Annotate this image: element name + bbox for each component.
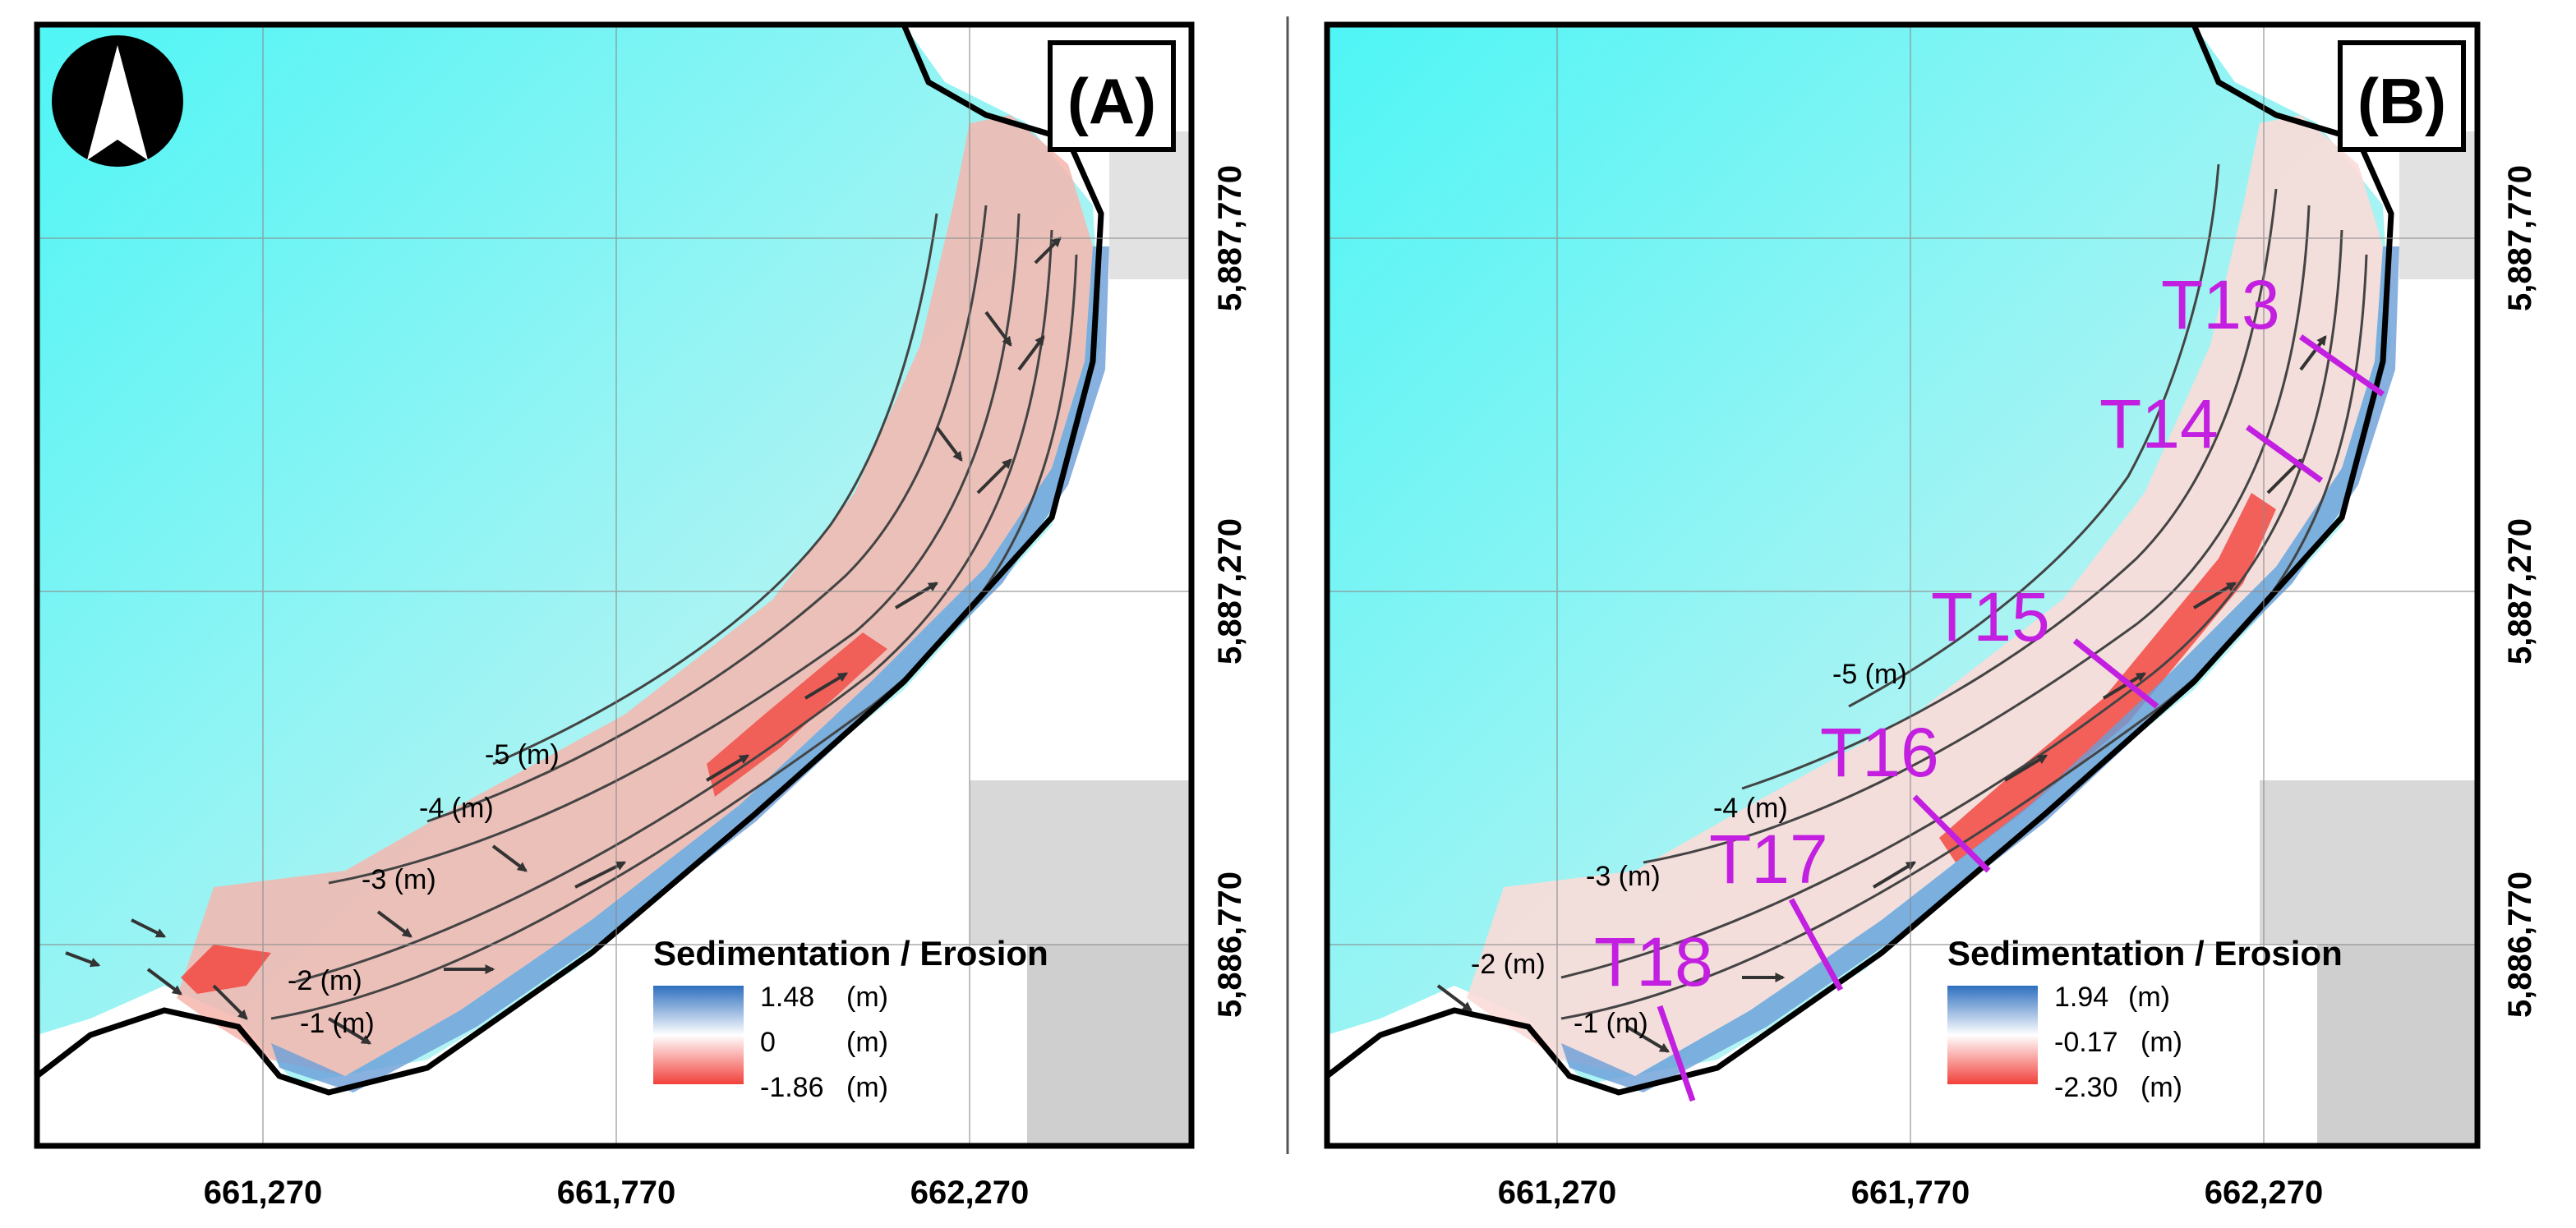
transect-label-t18: T18: [1594, 923, 1713, 1000]
legend-min-value: -2.30: [2054, 1072, 2118, 1103]
transect-label-t15: T15: [1931, 578, 2050, 655]
current-vectors: [65, 237, 1062, 1045]
legend: Sedimentation / Erosion 1.94 (m) -0.17 (…: [1947, 934, 2343, 1103]
legend-color-ramp: [653, 986, 744, 1084]
coastline: [37, 25, 1104, 1096]
panel-label-box: [2338, 40, 2466, 152]
legend-max-value: 1.94: [2054, 982, 2108, 1013]
land-gray-patch: [1109, 131, 1191, 279]
legend-min-unit: (m): [846, 1072, 888, 1103]
grid-lines: [1327, 25, 2477, 1146]
grid-lines: [37, 25, 1191, 1146]
legend-title: Sedimentation / Erosion: [1947, 934, 2343, 973]
transect-label-t13: T13: [2161, 266, 2280, 343]
map-frame: [1324, 21, 2481, 1149]
bathymetry-contours: [270, 205, 1078, 1020]
contour-label-3: -3 (m): [362, 864, 436, 895]
x-tick-label: 661,270: [1498, 1175, 1617, 1211]
contour-label-3: -3 (m): [1586, 861, 1661, 892]
panel-label: (B): [2357, 65, 2446, 137]
legend-mid-unit: (m): [2141, 1027, 2182, 1058]
contour-label-4: -4 (m): [419, 793, 494, 824]
contour-label-1: -1 (m): [1574, 1008, 1648, 1039]
erosion-strong-zone: [181, 945, 271, 994]
contour-label-5: -5 (m): [485, 739, 560, 770]
legend-min-value: -1.86: [760, 1072, 824, 1103]
legend-min-unit: (m): [2141, 1072, 2182, 1103]
y-tick-label: 5,887,770: [1212, 165, 1248, 311]
north-arrow-icon: [52, 35, 183, 167]
land-gray-patch: [2260, 780, 2477, 945]
transect-label-t16: T16: [1820, 714, 1939, 791]
legend: Sedimentation / Erosion 1.48 (m) 0 (m) -…: [653, 934, 1048, 1103]
x-tick-label: 662,270: [910, 1175, 1030, 1211]
land-area: [1327, 25, 2477, 1146]
y-tick-label: 5,887,770: [2502, 165, 2538, 311]
transect-lines: [1657, 334, 2385, 1102]
legend-mid-value: -0.17: [2054, 1027, 2118, 1058]
panel-a: (A) -5 (m) -4 (m) -3 (m) -2 (m) -1 (m) S…: [34, 21, 1248, 1211]
legend-max-unit: (m): [2128, 982, 2170, 1013]
legend-max-value: 1.48: [760, 982, 814, 1013]
legend-mid-unit: (m): [846, 1027, 888, 1058]
panel-label-box: [1048, 40, 1176, 152]
land-gray-patch: [2399, 131, 2477, 279]
legend-max-unit: (m): [846, 982, 888, 1013]
y-tick-label: 5,887,270: [1212, 518, 1248, 665]
contour-label-4: -4 (m): [1713, 793, 1788, 824]
x-tick-label: 661,270: [204, 1175, 323, 1211]
land-gray-patch: [1027, 945, 1191, 1146]
transect-label-t14: T14: [2099, 385, 2219, 462]
current-vectors: [1436, 335, 2327, 1053]
legend-title: Sedimentation / Erosion: [653, 934, 1048, 973]
y-tick-label: 5,886,770: [1212, 872, 1248, 1018]
legend-mid-value: 0: [760, 1027, 776, 1058]
erosion-zone: [177, 115, 1093, 1076]
bathymetry-contours: [1560, 163, 2368, 1020]
y-tick-label: 5,886,770: [2502, 872, 2538, 1018]
panel-label: (A): [1067, 65, 1156, 137]
land-gray-patch: [970, 780, 1191, 945]
x-tick-label: 661,770: [557, 1175, 676, 1211]
map-frame: [34, 21, 1195, 1149]
x-tick-label: 661,770: [1851, 1175, 1970, 1211]
contour-label-5: -5 (m): [1832, 659, 1907, 690]
legend-color-ramp: [1947, 986, 2038, 1084]
transect-label-t17: T17: [1709, 821, 1828, 898]
contour-label-1: -1 (m): [300, 1008, 375, 1039]
coastline: [1327, 25, 2394, 1096]
y-tick-label: 5,887,270: [2502, 518, 2538, 665]
land-area: [37, 25, 1191, 1146]
contour-label-2: -2 (m): [1471, 949, 1546, 980]
panel-b: (B) T13 T14 T15 T16 T17 T18 -5 (m) -4 (m…: [1324, 21, 2538, 1211]
x-tick-label: 662,270: [2205, 1175, 2324, 1211]
contour-label-2: -2 (m): [288, 965, 362, 996]
land-gray-patch: [2317, 945, 2477, 1146]
